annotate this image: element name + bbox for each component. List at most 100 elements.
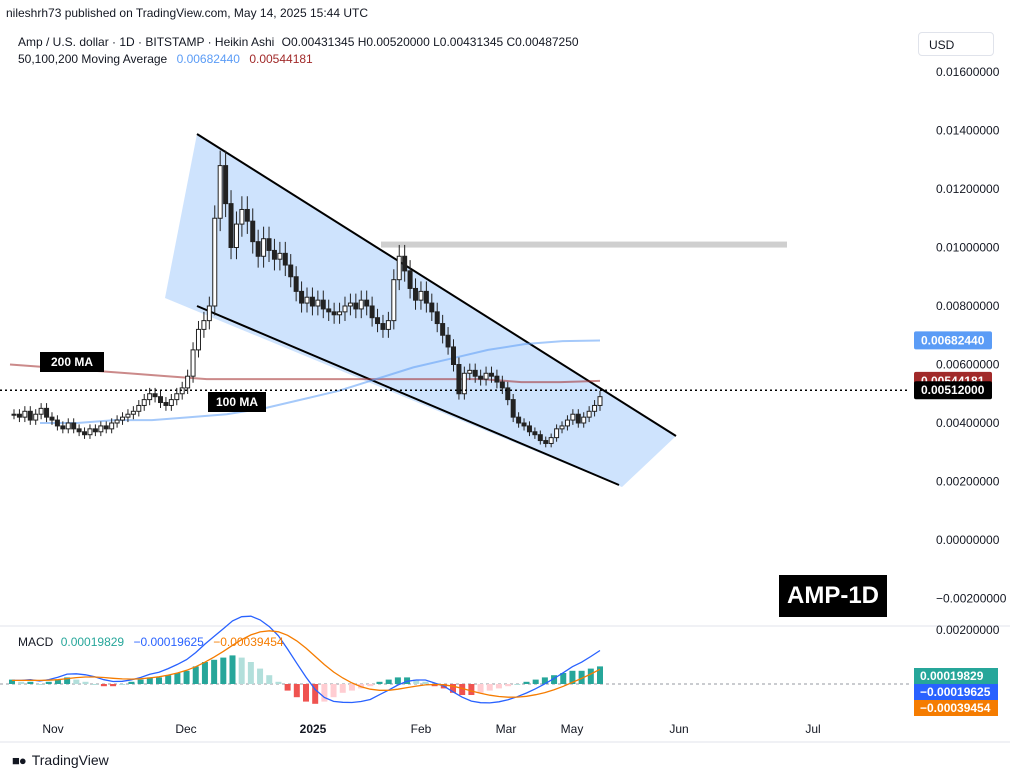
candle-body <box>521 422 527 427</box>
candle-body <box>451 346 456 366</box>
candle-body <box>125 413 131 418</box>
candle-body <box>375 317 381 325</box>
ohlc-values: O0.00431345 H0.00520000 L0.00431345 C0.0… <box>281 35 579 49</box>
candle-body <box>434 311 440 325</box>
y-tick-label: 0.01200000 <box>936 182 1000 196</box>
candle-body <box>233 223 239 249</box>
candle-body <box>510 399 516 418</box>
macd-hist-bar <box>486 684 493 691</box>
macd-hist-bar <box>523 681 530 684</box>
macd-hist-bar <box>569 670 576 684</box>
macd-hist-bar <box>183 670 190 684</box>
candle-body <box>114 419 120 424</box>
candle-body <box>537 434 543 442</box>
candle-body <box>87 428 93 436</box>
macd-hist-bar <box>73 679 80 684</box>
candle-body <box>168 399 174 406</box>
candle-body <box>27 410 33 421</box>
candle-body <box>288 264 294 278</box>
candle-body <box>575 413 581 424</box>
y-tick-label: −0.00200000 <box>936 592 1007 606</box>
macd-hist-bar <box>413 679 420 684</box>
macd-hist-bar <box>477 684 484 693</box>
candle-body <box>136 404 142 412</box>
macd-hist-bar <box>54 679 61 684</box>
candle-body <box>315 299 321 307</box>
macd-hist-bar <box>367 684 374 687</box>
y-tick-label: 0.01400000 <box>936 124 1000 138</box>
candle-body <box>54 419 60 427</box>
candle-body <box>320 299 326 310</box>
macd-signal-line <box>12 630 601 698</box>
candle-body <box>244 208 250 222</box>
y-tick-label: 0.00800000 <box>936 299 1000 313</box>
candle-body <box>570 413 576 421</box>
candle-body <box>554 428 560 439</box>
tradingview-brand[interactable]: ■● TradingView <box>12 752 109 768</box>
candle-body <box>472 369 478 377</box>
candle-body <box>456 364 462 395</box>
candle-body <box>217 165 223 219</box>
candle-body <box>418 290 424 301</box>
macd-hist-bar <box>293 684 300 698</box>
candle-body <box>532 431 538 436</box>
macd-hist-bar <box>597 666 603 684</box>
price-label-box <box>914 381 992 400</box>
candle-body <box>369 305 375 319</box>
macd-hist-bar <box>201 662 208 684</box>
x-tick-label: Mar <box>496 722 517 736</box>
candle-body <box>505 387 511 401</box>
candle-body <box>364 299 370 307</box>
candle-body <box>22 410 28 418</box>
macd-hist-bar <box>174 673 181 684</box>
macd-hist-bar <box>156 677 162 684</box>
candle-body <box>98 425 104 433</box>
candle-body <box>402 255 408 272</box>
candle-body <box>228 203 234 248</box>
macd-hist-bar <box>100 684 107 687</box>
y-tick-label: 0.00200000 <box>936 475 1000 489</box>
y-tick-label: 0.01000000 <box>936 241 1000 255</box>
macd-hist-bar <box>247 662 254 684</box>
candle-body <box>564 419 570 427</box>
resistance-level <box>381 241 787 248</box>
price-label-box <box>914 331 992 350</box>
macd-hist-bar <box>27 681 34 684</box>
candle-body <box>331 311 337 316</box>
macd-hist-bar <box>385 679 392 684</box>
macd-hist-bar <box>587 668 594 684</box>
candle-body <box>152 393 158 398</box>
candle-body <box>581 416 587 424</box>
candle-body <box>445 334 451 348</box>
candle-body <box>174 393 180 401</box>
candle-body <box>130 410 136 415</box>
x-tick-label: Nov <box>42 722 63 736</box>
symbol-title: Amp / U.S. dollar · 1D · BITSTAMP · Heik… <box>18 35 579 49</box>
channel-fill <box>165 134 676 487</box>
candle-body <box>358 299 364 310</box>
candle-body <box>353 302 359 310</box>
symbol-badge: AMP-1D <box>779 575 888 617</box>
macd-hist-bar <box>450 684 456 693</box>
ma100-annotation-box <box>208 392 266 412</box>
macd-hist-bar <box>91 684 98 685</box>
candle-body <box>277 252 283 260</box>
macd-hist-bar <box>376 681 383 684</box>
candle-body <box>255 241 261 257</box>
currency-button[interactable]: USD <box>918 32 994 56</box>
ma-legend: 50,100,200 Moving Average 0.00682440 0.0… <box>18 52 313 66</box>
macd-hist-bar <box>348 684 355 691</box>
macd-value-box <box>914 668 998 684</box>
candle-body <box>65 422 71 430</box>
candle-body <box>71 422 77 430</box>
candle-body <box>92 428 98 433</box>
macd-hist-bar <box>128 681 135 684</box>
candle-body <box>82 431 88 436</box>
candle-body <box>592 404 598 412</box>
candle-body <box>250 220 256 243</box>
macd-hist-bar <box>284 684 291 691</box>
macd-hist-bar <box>146 677 153 684</box>
macd-hist-bar <box>578 670 585 684</box>
candle-body <box>380 323 386 330</box>
